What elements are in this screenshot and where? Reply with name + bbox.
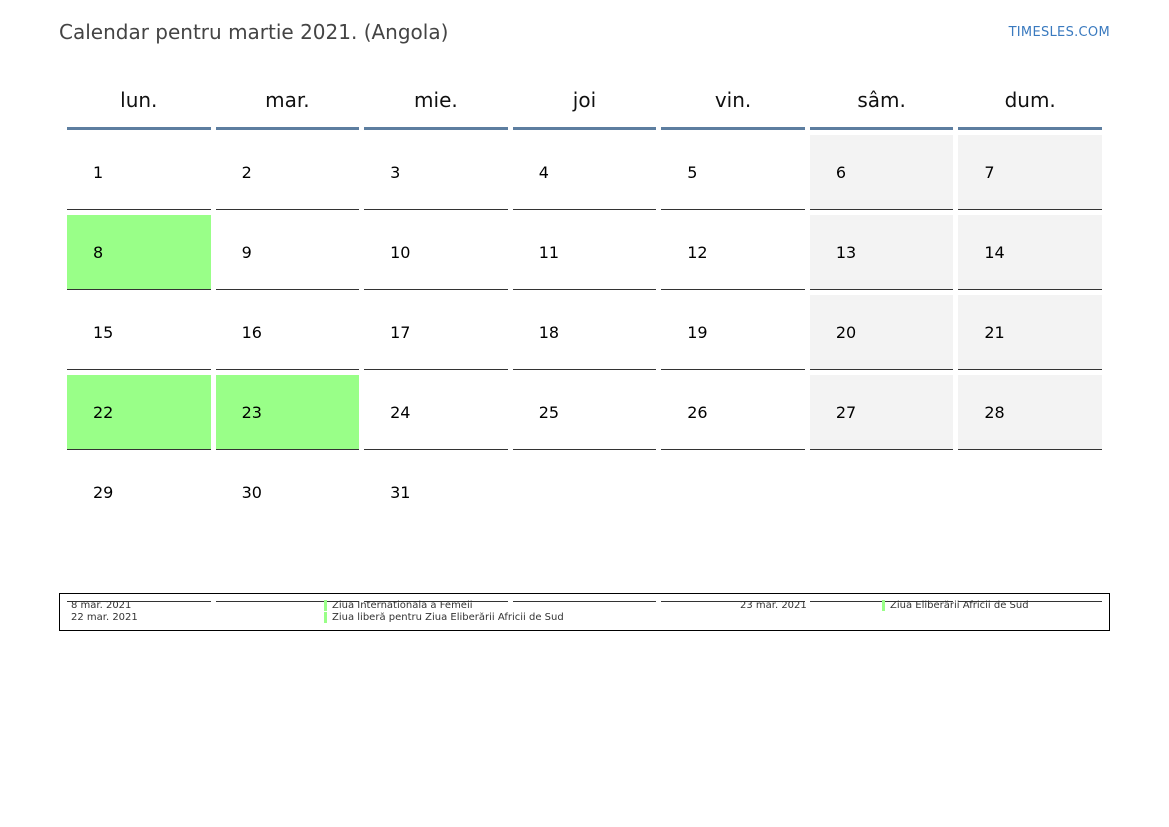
day-cell: 11 xyxy=(512,215,657,290)
holiday-legend: 8 mar. 2021 Ziua Internationala a Femeii… xyxy=(59,593,1110,631)
day-cell: 31 xyxy=(364,455,508,602)
weekday-header: dum. xyxy=(958,73,1102,130)
day-number: 28 xyxy=(984,402,1005,422)
day-number: 19 xyxy=(687,322,708,342)
day-number: 4 xyxy=(538,162,549,182)
day-cell: 20 xyxy=(809,295,954,370)
day-number: 11 xyxy=(538,242,560,262)
day-number: 27 xyxy=(835,402,857,422)
day-cell: 8 xyxy=(67,215,211,290)
day-number: 3 xyxy=(390,162,401,182)
day-cell: 23 xyxy=(215,375,360,450)
day-number: 21 xyxy=(984,322,1005,342)
empty-day-cell xyxy=(809,455,954,602)
day-cell: 14 xyxy=(958,215,1102,290)
day-number: 14 xyxy=(984,242,1005,262)
weekday-header: vin. xyxy=(661,73,805,130)
day-number: 12 xyxy=(687,242,708,262)
day-number: 16 xyxy=(241,322,262,342)
weekday-header-row: lun. mar. mie. joi vin. sâm. dum. xyxy=(67,73,1102,130)
day-number: 20 xyxy=(835,322,857,342)
day-cell: 25 xyxy=(512,375,657,450)
day-number: 30 xyxy=(241,483,262,502)
page-title: Calendar pentru martie 2021. (Angola) xyxy=(59,20,449,44)
day-cell: 4 xyxy=(512,135,657,210)
calendar-week-row: 8 9 10 11 12 13 14 xyxy=(67,215,1102,290)
weekday-header: joi xyxy=(512,73,657,130)
day-cell: 21 xyxy=(958,295,1102,370)
calendar-week-row: 29 30 31 xyxy=(67,455,1102,602)
day-number: 18 xyxy=(538,322,560,342)
empty-day-cell xyxy=(958,455,1102,602)
day-cell: 15 xyxy=(67,295,211,370)
day-cell: 28 xyxy=(958,375,1102,450)
weekday-header: mie. xyxy=(364,73,508,130)
calendar-week-row: 22 23 24 25 26 27 28 xyxy=(67,375,1102,450)
legend-date: 23 mar. 2021 xyxy=(740,600,807,611)
day-number: 8 xyxy=(93,242,104,262)
calendar-week-row: 1 2 3 4 5 6 7 xyxy=(67,135,1102,210)
day-number: 13 xyxy=(835,242,857,262)
day-number: 23 xyxy=(241,402,262,422)
day-number: 2 xyxy=(241,162,252,182)
weekday-header: sâm. xyxy=(809,73,954,130)
day-cell: 27 xyxy=(809,375,954,450)
day-number: 7 xyxy=(984,162,995,182)
calendar-week-row: 15 16 17 18 19 20 21 xyxy=(67,295,1102,370)
day-number: 1 xyxy=(93,162,104,182)
legend-date: 8 mar. 2021 xyxy=(71,600,132,611)
day-cell: 2 xyxy=(215,135,360,210)
day-number: 25 xyxy=(538,402,560,422)
day-cell: 6 xyxy=(809,135,954,210)
day-cell: 3 xyxy=(364,135,508,210)
day-number: 15 xyxy=(93,322,114,342)
legend-holiday-name: Ziua Internationala a Femeii xyxy=(324,600,473,611)
day-cell: 24 xyxy=(364,375,508,450)
day-cell: 13 xyxy=(809,215,954,290)
day-cell: 19 xyxy=(661,295,805,370)
day-cell: 12 xyxy=(661,215,805,290)
empty-day-cell xyxy=(512,455,657,602)
legend-holiday-name: Ziua liberă pentru Ziua Eliberării Afric… xyxy=(324,612,564,623)
empty-day-cell xyxy=(661,455,805,602)
day-cell: 29 xyxy=(67,455,211,602)
day-cell: 9 xyxy=(215,215,360,290)
day-cell: 7 xyxy=(958,135,1102,210)
day-number: 6 xyxy=(835,162,846,182)
day-number: 31 xyxy=(390,483,411,502)
day-number: 10 xyxy=(390,242,411,262)
day-cell: 30 xyxy=(215,455,360,602)
day-cell: 18 xyxy=(512,295,657,370)
weekday-header: lun. xyxy=(67,73,211,130)
day-cell: 1 xyxy=(67,135,211,210)
day-number: 22 xyxy=(93,402,114,422)
day-cell: 5 xyxy=(661,135,805,210)
day-number: 26 xyxy=(687,402,708,422)
day-cell: 22 xyxy=(67,375,211,450)
day-number: 5 xyxy=(687,162,698,182)
brand-link[interactable]: TIMESLES.COM xyxy=(1008,25,1110,40)
day-cell: 17 xyxy=(364,295,508,370)
day-cell: 16 xyxy=(215,295,360,370)
day-number: 29 xyxy=(93,483,114,502)
day-number: 24 xyxy=(390,402,411,422)
legend-date: 22 mar. 2021 xyxy=(71,612,138,623)
day-cell: 10 xyxy=(364,215,508,290)
day-cell: 26 xyxy=(661,375,805,450)
day-number: 9 xyxy=(241,242,252,262)
legend-holiday-name: Ziua Eliberării Africii de Sud xyxy=(882,600,1029,611)
day-number: 17 xyxy=(390,322,411,342)
weekday-header: mar. xyxy=(215,73,360,130)
